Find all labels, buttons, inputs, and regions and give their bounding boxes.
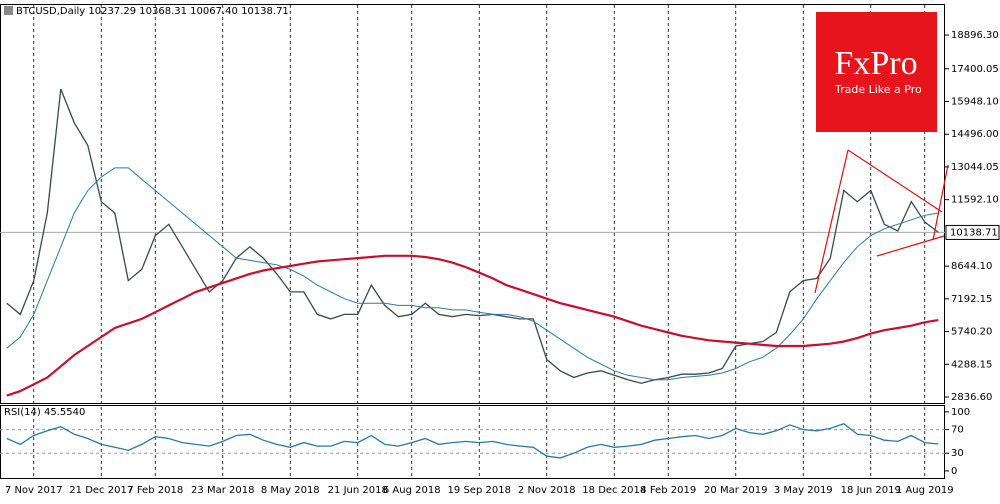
- symbol-icon: [4, 6, 13, 15]
- logo-tagline: Trade Like a Pro: [834, 83, 922, 96]
- main-pane: [0, 4, 945, 404]
- x-tick-label: 18 Jun 2019: [841, 485, 901, 496]
- x-tick-label: 8 May 2018: [261, 485, 320, 496]
- x-tick-label: 23 Mar 2018: [191, 485, 254, 496]
- y-tick-label: 2836.60: [951, 392, 992, 403]
- last-price-box: [945, 224, 1000, 240]
- series-line: [6, 422, 939, 459]
- x-tick-label: 1 Aug 2019: [896, 485, 954, 496]
- last-price-label: 10138.71: [950, 227, 998, 238]
- x-tick-label: 7 Feb 2018: [127, 485, 183, 496]
- x-tick-label: 21 Jun 2018: [328, 485, 388, 496]
- y-tick-label: 14496.00: [951, 129, 999, 140]
- y-tick-label: 13044.05: [951, 162, 999, 173]
- y-tick-label: 30: [951, 448, 964, 459]
- y-tick-label: 4288.15: [951, 359, 992, 370]
- y-tick-label: 15948.10: [951, 97, 999, 108]
- x-tick-label: 20 Mar 2019: [704, 485, 767, 496]
- x-tick-label: 7 Nov 2017: [5, 485, 63, 496]
- y-tick-label: 100: [951, 407, 970, 418]
- series-line: [6, 88, 939, 384]
- series-line: [6, 254, 939, 397]
- series-line: [6, 167, 939, 381]
- y-tick-label: 70: [951, 425, 964, 436]
- x-tick-label: 18 Dec 2018: [582, 485, 646, 496]
- logo-brand: FxPro: [834, 45, 917, 82]
- y-tick-label: 11592.10: [951, 195, 999, 206]
- rsi-title: RSI(14) 45.5540: [4, 407, 85, 418]
- y-tick-label: 0: [951, 466, 957, 477]
- y-tick-label: 8644.10: [951, 261, 992, 272]
- logo-box: [816, 12, 937, 132]
- x-tick-label: 4 Feb 2019: [640, 485, 696, 496]
- triangle-drawing: [814, 149, 949, 294]
- x-tick-label: 3 May 2019: [774, 485, 833, 496]
- y-tick-label: 17400.05: [951, 64, 999, 75]
- y-tick-label: 7192.15: [951, 294, 992, 305]
- x-tick-label: 21 Dec 2017: [69, 485, 133, 496]
- x-tick-label: 6 Aug 2018: [383, 485, 441, 496]
- x-tick-label: 19 Sep 2018: [448, 485, 511, 496]
- y-tick-label: 5740.20: [951, 327, 992, 338]
- x-tick-label: 2 Nov 2018: [518, 485, 576, 496]
- y-tick-label: 18896.30: [951, 30, 999, 41]
- rsi-pane: [0, 405, 945, 479]
- chart-title: BTCUSD,Daily 10237.29 10368.31 10067.40 …: [16, 6, 289, 17]
